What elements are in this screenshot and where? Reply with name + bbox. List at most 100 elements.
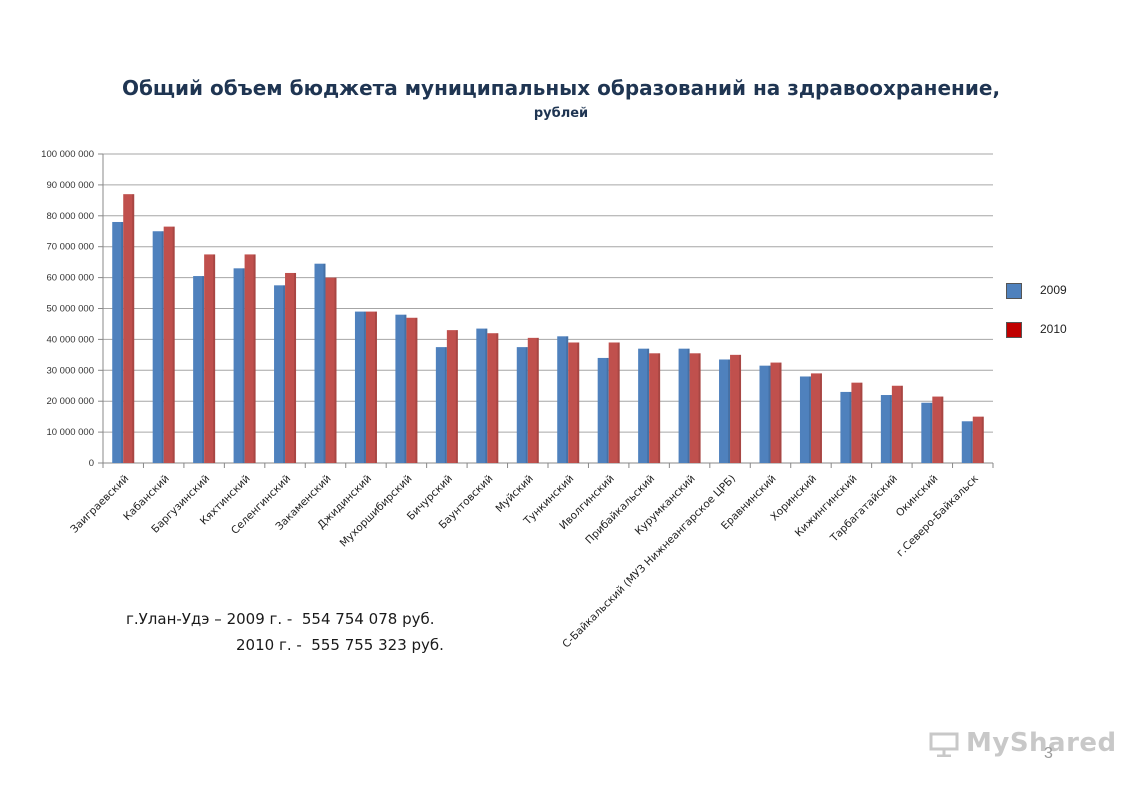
- city-budget-note-2009: г.Улан-Удэ – 2009 г. - 554 754 078 руб.: [126, 610, 435, 628]
- bar-2009: [961, 421, 973, 463]
- bar-2010: [406, 317, 418, 463]
- y-tick-label: 40 000 000: [46, 334, 94, 345]
- bar-shade-2010: [860, 382, 863, 463]
- bar-shade-2010: [981, 416, 984, 463]
- bar-shade-2009: [566, 336, 569, 463]
- bar-shade-2009: [404, 314, 407, 463]
- bar-shade-2010: [617, 342, 620, 463]
- bar-shade-2010: [658, 353, 661, 463]
- bar-2009: [354, 311, 366, 463]
- bar-2010: [487, 333, 499, 463]
- bar-2010: [527, 337, 539, 463]
- bar-2009: [193, 276, 205, 463]
- bar-2010: [770, 362, 782, 463]
- bar-2009: [678, 348, 690, 463]
- bar-2010: [972, 416, 984, 463]
- bar-2010: [446, 330, 458, 463]
- bar-shade-2009: [647, 348, 650, 463]
- bar-shade-2010: [739, 354, 742, 463]
- bar-2010: [285, 272, 297, 463]
- bar-shade-2009: [323, 263, 326, 463]
- bar-shade-2009: [849, 391, 852, 463]
- presentation-icon: [929, 732, 959, 757]
- bar-2009: [112, 221, 124, 463]
- bar-shade-2009: [161, 231, 164, 463]
- watermark: MyShared: [966, 728, 1117, 758]
- bar-shade-2010: [941, 396, 944, 463]
- bar-shade-2009: [525, 347, 528, 463]
- bar-shade-2009: [889, 395, 892, 463]
- bar-shade-2010: [698, 353, 701, 463]
- bar-2009: [719, 359, 731, 463]
- bar-2010: [810, 373, 822, 463]
- bar-shade-2009: [121, 221, 124, 463]
- legend-label-2009: 2009: [1040, 283, 1067, 297]
- y-tick-label: 30 000 000: [46, 365, 94, 376]
- bar-2009: [840, 391, 852, 463]
- x-tick-label: Заиграевский: [68, 473, 131, 536]
- bar-2009: [759, 365, 771, 463]
- legend-label-2010: 2010: [1040, 322, 1067, 336]
- bar-shade-2010: [374, 311, 377, 463]
- bar-shade-2010: [213, 254, 216, 463]
- bar-shade-2009: [485, 328, 488, 463]
- y-tick-label: 100 000 000: [41, 149, 94, 160]
- bar-shade-2010: [294, 272, 297, 463]
- bar-2010: [608, 342, 620, 463]
- bar-shade-2010: [455, 330, 458, 463]
- bar-shade-2009: [242, 268, 245, 463]
- bar-shade-2009: [444, 347, 447, 463]
- bar-shade-2010: [819, 373, 822, 463]
- x-tick-label: г.Северо-Байкальск: [894, 473, 981, 560]
- bar-shade-2010: [132, 194, 135, 464]
- bar-shade-2009: [768, 365, 771, 463]
- bar-shade-2010: [536, 337, 539, 463]
- bar-2010: [204, 254, 216, 463]
- bar-shade-2009: [363, 311, 366, 463]
- bar-shade-2010: [496, 333, 499, 463]
- bar-2010: [689, 353, 701, 463]
- y-tick-label: 80 000 000: [46, 211, 94, 222]
- bar-shade-2010: [415, 317, 418, 463]
- bar-2009: [395, 314, 407, 463]
- chart-title: Общий объем бюджета муниципальных образо…: [121, 76, 1001, 100]
- bar-2009: [921, 402, 933, 463]
- chart-subtitle: рублей: [533, 106, 589, 121]
- bar-2009: [152, 231, 164, 463]
- x-tick-label: Прибайкальский: [583, 473, 657, 547]
- bar-shade-2010: [334, 277, 337, 463]
- bar-2009: [516, 347, 528, 463]
- bar-2010: [851, 382, 863, 463]
- y-tick-label: 60 000 000: [46, 273, 94, 284]
- bar-2010: [123, 194, 135, 464]
- bar-2010: [730, 354, 742, 463]
- bar-shade-2010: [172, 226, 175, 463]
- bar-shade-2009: [687, 348, 690, 463]
- x-tick-label: Муйский: [494, 473, 536, 515]
- bar-shade-2009: [808, 376, 811, 463]
- bar-2010: [932, 396, 944, 463]
- legend-swatch-2010: [1006, 322, 1022, 338]
- bar-2009: [557, 336, 569, 463]
- bar-2010: [325, 277, 337, 463]
- y-tick-label: 20 000 000: [46, 396, 94, 407]
- bar-shade-2010: [253, 254, 256, 463]
- bar-2009: [476, 328, 488, 463]
- bar-2010: [365, 311, 377, 463]
- bar-2010: [163, 226, 175, 463]
- bar-2010: [891, 385, 903, 463]
- bar-2009: [233, 268, 245, 463]
- city-budget-note-2010: 2010 г. - 555 755 323 руб.: [236, 636, 444, 654]
- page-number: 3: [1044, 745, 1053, 762]
- bar-2009: [880, 395, 892, 463]
- bar-2010: [568, 342, 580, 463]
- bar-2009: [274, 285, 286, 463]
- bar-shade-2009: [283, 285, 286, 463]
- bar-shade-2010: [577, 342, 580, 463]
- bar-shade-2009: [728, 359, 731, 463]
- bar-2009: [435, 347, 447, 463]
- legend-swatch-2009: [1006, 283, 1022, 299]
- bar-shade-2009: [930, 402, 933, 463]
- y-tick-label: 0: [89, 458, 94, 469]
